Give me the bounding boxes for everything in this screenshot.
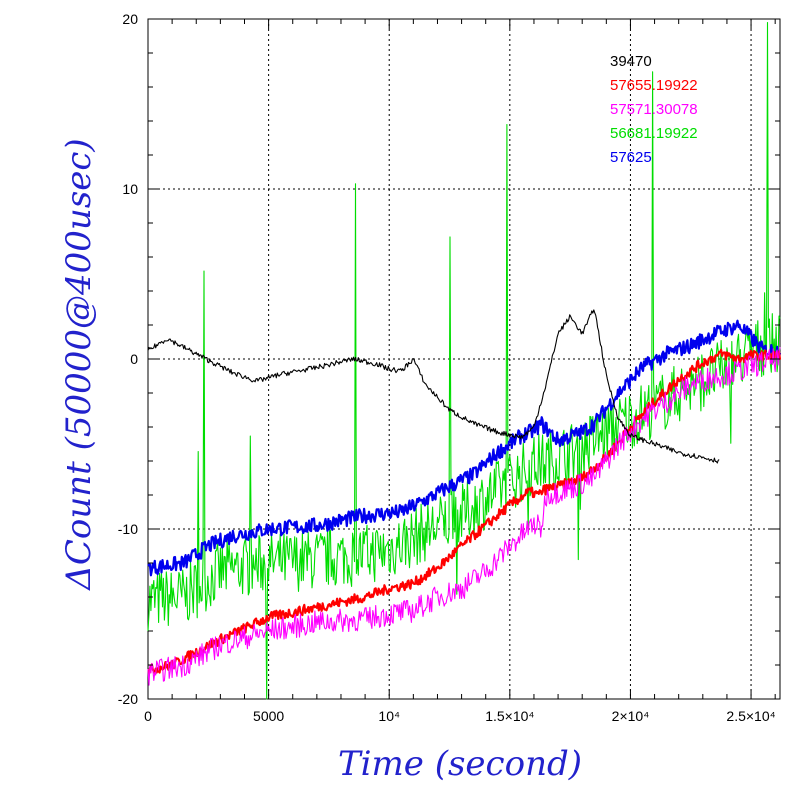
x-tick-label: 0 — [144, 708, 152, 724]
series-line-3 — [147, 21, 781, 700]
y-tick-label: -10 — [118, 521, 138, 537]
y-tick-label: -20 — [118, 691, 138, 707]
plot-area — [147, 18, 782, 700]
x-tick-labels: 0 5000 10⁴ 1.5×10⁴ 2×10⁴ 2.5×10⁴ — [144, 708, 776, 724]
legend-entry: 56681.19922 — [610, 125, 698, 142]
y-tick-label: 20 — [122, 11, 138, 27]
series-line-0 — [147, 309, 720, 464]
y-axis-label: ΔCount (50000@400usec) — [59, 138, 99, 591]
legend-entry: 39470 — [610, 53, 652, 70]
x-tick-label: 5000 — [253, 708, 284, 724]
series-line-1 — [147, 348, 782, 675]
tick-marks — [147, 18, 780, 700]
x-tick-label: 10⁴ — [378, 708, 400, 724]
y-tick-label: 0 — [130, 351, 138, 367]
x-tick-label: 2×10⁴ — [612, 708, 650, 724]
x-tick-label: 2.5×10⁴ — [726, 708, 775, 724]
series-line-4 — [147, 319, 782, 577]
series-line-2 — [147, 347, 781, 686]
x-tick-label: 1.5×10⁴ — [485, 708, 534, 724]
legend: 39470 57655.19922 57571.30078 56681.19922 57… — [610, 53, 698, 166]
legend-entry: 57655.19922 — [610, 77, 698, 94]
y-tick-labels: -20 -10 0 10 20 — [118, 11, 138, 707]
series-layer — [147, 21, 782, 700]
legend-entry: 57625 — [610, 149, 652, 166]
y-tick-label: 10 — [122, 181, 138, 197]
x-axis-label: Time (second) — [338, 744, 582, 784]
legend-entry: 57571.30078 — [610, 101, 698, 118]
